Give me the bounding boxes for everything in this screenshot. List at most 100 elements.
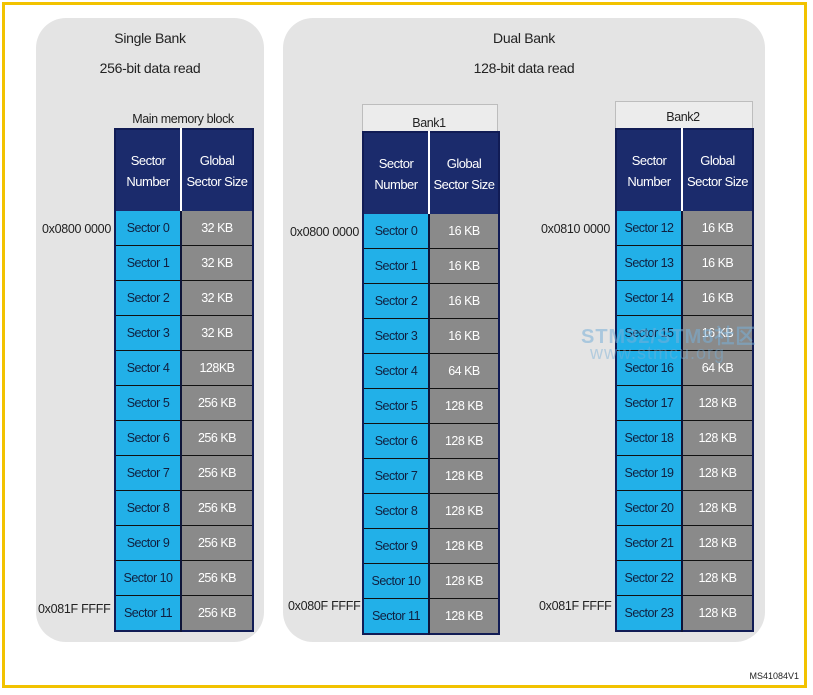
sector-row: Sector 4 128KB — [115, 350, 253, 386]
watermark-text: STM32/STM8社区 — [581, 326, 757, 348]
sector-name-cell: Sector 7 — [115, 455, 182, 491]
sector-name-cell: Sector 7 — [363, 458, 430, 494]
sector-row: Sector 13 16 KB — [616, 245, 753, 281]
sector-name-cell: Sector 9 — [363, 528, 430, 564]
figure-code: MS41084V1 — [749, 671, 799, 681]
sector-size-cell: 128 KB — [682, 490, 753, 526]
bank2-label: Bank2 — [666, 110, 700, 124]
sector-row: Sector 3 32 KB — [115, 315, 253, 351]
sector-row: Sector 6 128 KB — [363, 423, 499, 459]
sector-name-cell: Sector 2 — [115, 280, 182, 316]
sector-size-cell: 128 KB — [682, 595, 753, 631]
sector-row: Sector 18 128 KB — [616, 420, 753, 456]
sector-row: Sector 14 16 KB — [616, 280, 753, 316]
bank1-table: Sector Number Global Sector Size Sector … — [362, 131, 500, 635]
sector-size-cell: 128KB — [181, 350, 253, 386]
sector-name-cell: Sector 4 — [115, 350, 182, 386]
sector-size-cell: 128 KB — [682, 560, 753, 596]
dual-bank-title: Dual Bank — [493, 30, 555, 46]
sector-name-cell: Sector 6 — [363, 423, 430, 459]
sector-row: Sector 9 256 KB — [115, 525, 253, 561]
sector-size-cell: 128 KB — [682, 420, 753, 456]
sector-row: Sector 10 128 KB — [363, 563, 499, 599]
sector-size-cell: 256 KB — [181, 595, 253, 631]
sector-name-cell: Sector 0 — [363, 214, 430, 249]
sector-size-cell: 256 KB — [181, 385, 253, 421]
sector-size-cell: 256 KB — [181, 490, 253, 526]
sector-row: Sector 8 128 KB — [363, 493, 499, 529]
sector-name-cell: Sector 1 — [115, 245, 182, 281]
bank2-start-address: 0x0810 0000 — [541, 222, 610, 236]
sector-row: Sector 3 16 KB — [363, 318, 499, 354]
sector-size-cell: 32 KB — [181, 280, 253, 316]
sector-row: Sector 19 128 KB — [616, 455, 753, 491]
sector-row: Sector 1 32 KB — [115, 245, 253, 281]
bank2-end-address: 0x081F FFFF — [539, 599, 612, 613]
bank2-label-box — [615, 101, 753, 130]
sector-row: Sector 10 256 KB — [115, 560, 253, 596]
sector-size-cell: 128 KB — [429, 493, 499, 529]
sector-name-cell: Sector 20 — [616, 490, 683, 526]
single-end-address: 0x081F FFFF — [38, 602, 111, 616]
sector-row: Sector 11 256 KB — [115, 595, 253, 631]
sector-name-cell: Sector 23 — [616, 595, 683, 631]
sector-size-cell: 128 KB — [682, 455, 753, 491]
sector-name-cell: Sector 15 — [616, 315, 683, 351]
sector-size-cell: 64 KB — [682, 350, 753, 386]
bank2-table: Sector Number Global Sector Size Sector … — [615, 128, 754, 632]
sector-row: Sector 7 128 KB — [363, 458, 499, 494]
sector-size-cell: 16 KB — [682, 211, 753, 246]
sector-row: Sector 9 128 KB — [363, 528, 499, 564]
sector-row: Sector 23 128 KB — [616, 595, 753, 631]
sector-name-cell: Sector 14 — [616, 280, 683, 316]
sector-row: Sector 1 16 KB — [363, 248, 499, 284]
global-sector-size-header: Global Sector Size — [682, 129, 753, 211]
sector-number-header: Sector Number — [115, 129, 182, 211]
sector-size-cell: 128 KB — [429, 423, 499, 459]
sector-size-cell: 32 KB — [181, 211, 253, 246]
sector-name-cell: Sector 8 — [363, 493, 430, 529]
sector-size-cell: 16 KB — [429, 283, 499, 319]
sector-size-cell: 16 KB — [682, 245, 753, 281]
sector-size-cell: 256 KB — [181, 455, 253, 491]
sector-size-cell: 128 KB — [429, 458, 499, 494]
sector-size-cell: 128 KB — [429, 528, 499, 564]
sector-name-cell: Sector 10 — [115, 560, 182, 596]
sector-name-cell: Sector 1 — [363, 248, 430, 284]
sector-size-cell: 128 KB — [682, 385, 753, 421]
sector-row: Sector 0 32 KB — [115, 211, 253, 246]
main-memory-block-label: Main memory block — [132, 112, 234, 126]
sector-name-cell: Sector 6 — [115, 420, 182, 456]
sector-row: Sector 5 256 KB — [115, 385, 253, 421]
global-sector-size-header: Global Sector Size — [429, 132, 499, 214]
sector-name-cell: Sector 22 — [616, 560, 683, 596]
sector-row: Sector 22 128 KB — [616, 560, 753, 596]
sector-row: Sector 7 256 KB — [115, 455, 253, 491]
sector-name-cell: Sector 5 — [115, 385, 182, 421]
bank1-label-box — [362, 104, 498, 133]
bank1-end-address: 0x080F FFFF — [288, 599, 361, 613]
sector-size-cell: 32 KB — [181, 245, 253, 281]
sector-name-cell: Sector 12 — [616, 211, 683, 246]
sector-row: Sector 2 16 KB — [363, 283, 499, 319]
sector-size-cell: 256 KB — [181, 525, 253, 561]
dual-bank-subtitle: 128-bit data read — [473, 60, 575, 76]
sector-size-cell: 256 KB — [181, 560, 253, 596]
sector-row: Sector 20 128 KB — [616, 490, 753, 526]
sector-size-cell: 32 KB — [181, 315, 253, 351]
sector-size-cell: 16 KB — [682, 280, 753, 316]
sector-size-cell: 128 KB — [429, 388, 499, 424]
sector-name-cell: Sector 2 — [363, 283, 430, 319]
sector-size-cell: 64 KB — [429, 353, 499, 389]
sector-size-cell: 256 KB — [181, 420, 253, 456]
sector-row: Sector 17 128 KB — [616, 385, 753, 421]
sector-row: Sector 0 16 KB — [363, 214, 499, 249]
sector-name-cell: Sector 10 — [363, 563, 430, 599]
sector-name-cell: Sector 5 — [363, 388, 430, 424]
sector-number-header: Sector Number — [363, 132, 430, 214]
sector-name-cell: Sector 0 — [115, 211, 182, 246]
sector-name-cell: Sector 13 — [616, 245, 683, 281]
sector-name-cell: Sector 4 — [363, 353, 430, 389]
sector-row: Sector 12 16 KB — [616, 211, 753, 246]
sector-size-cell: 128 KB — [429, 598, 499, 634]
